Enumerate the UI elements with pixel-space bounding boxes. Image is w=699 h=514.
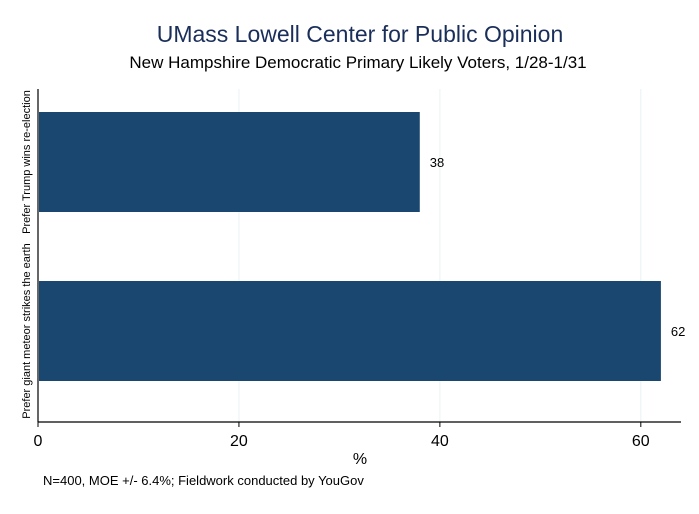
chart-title: UMass Lowell Center for Public Opinion	[157, 21, 564, 47]
value-label-2: 62	[671, 324, 685, 339]
chart-note: N=400, MOE +/- 6.4%; Fieldwork conducted…	[43, 473, 364, 488]
bars	[39, 112, 661, 381]
category-label-1: Prefer Trump wins re-election	[21, 90, 33, 234]
category-label-2: Prefer giant meteor strikes the earth	[21, 243, 33, 418]
value-label-1: 38	[430, 155, 444, 170]
x-tick-label-40: 40	[431, 433, 449, 450]
x-axis-ticks: 0 20 40 60	[34, 422, 650, 450]
x-tick-label-20: 20	[230, 433, 248, 450]
category-labels: Prefer Trump wins re-election Prefer gian…	[21, 90, 33, 419]
chart-subtitle: New Hampshire Democratic Primary Likely …	[129, 53, 586, 72]
bar-2	[39, 281, 661, 381]
bar-1	[39, 112, 420, 212]
x-tick-label-0: 0	[34, 433, 43, 450]
x-axis-title: %	[353, 451, 367, 468]
value-labels: 38 62	[430, 155, 686, 339]
x-tick-label-60: 60	[632, 433, 650, 450]
